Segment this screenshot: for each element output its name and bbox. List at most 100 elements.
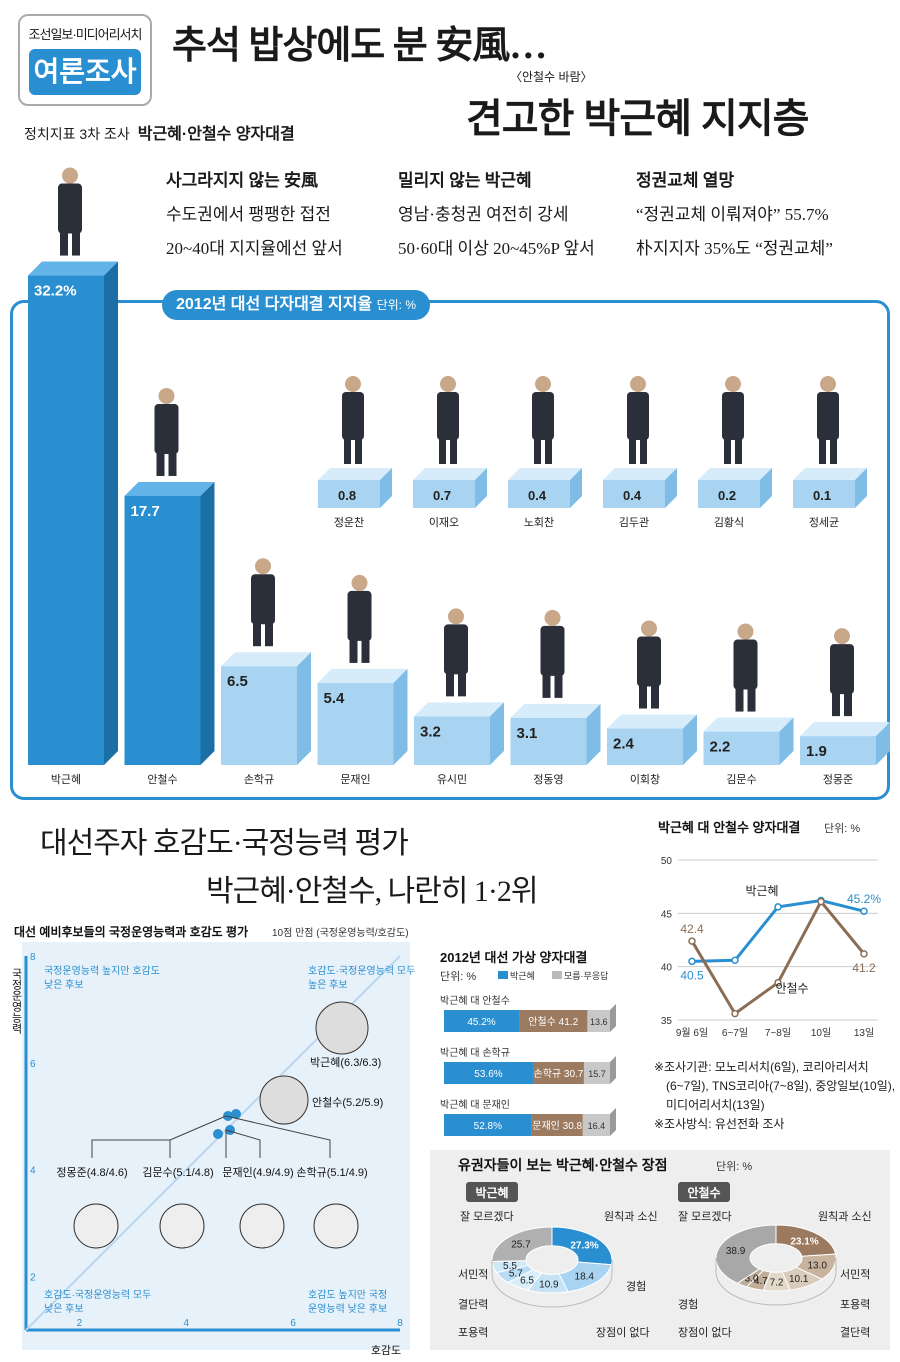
mini-bar-side xyxy=(570,468,582,508)
bar-side xyxy=(297,652,311,765)
quadrant-label: 호감도·국정운영능력 모두 xyxy=(44,1289,151,1301)
mini-bar-side xyxy=(665,468,677,508)
pie-value-label: 23.1% xyxy=(790,1236,818,1247)
person-figure xyxy=(444,624,468,675)
mini-bar xyxy=(413,480,475,508)
bar-segment-label: 15.7 xyxy=(588,1069,606,1079)
poll-subtitle: 박근혜·안철수 양자대결 xyxy=(137,126,295,143)
mini-category-label: 노회찬 xyxy=(524,515,554,529)
data-point xyxy=(213,1129,223,1139)
person-figure xyxy=(733,639,758,690)
mini-bar-top xyxy=(413,468,487,480)
pie-name: 박근혜 xyxy=(475,1185,508,1200)
main-chart-frame xyxy=(10,300,890,800)
point-label: 41.2 xyxy=(852,961,876,975)
person-head xyxy=(255,558,271,575)
pie-category-label: 잘 모르겠다 xyxy=(678,1210,732,1223)
mini-bar xyxy=(698,480,760,508)
category-label: 이회창 xyxy=(630,773,660,786)
summary-head: 사그라지지 않는 安風 xyxy=(166,171,318,190)
bar-segment-other xyxy=(519,1010,588,1032)
pie-unit: 단위: % xyxy=(716,1160,752,1173)
person-leg xyxy=(355,438,362,464)
bar-side xyxy=(200,481,215,765)
data-point xyxy=(731,1009,739,1018)
bar-segment-label: 안철수 41.2 xyxy=(528,1016,578,1028)
mini-category-label: 김황식 xyxy=(714,516,744,529)
x-tick-label: 9월 6일 xyxy=(676,1027,708,1039)
person-head xyxy=(544,609,561,626)
bar-value-label: 5.4 xyxy=(324,690,346,707)
note-line: ※조사기관: 모노리서치(6일), 코리아리서치 xyxy=(654,1060,869,1074)
bar-side xyxy=(104,261,118,765)
bar-side xyxy=(490,702,504,765)
bar-value-label: 3.2 xyxy=(420,723,441,740)
data-point xyxy=(731,956,739,965)
person-head xyxy=(158,387,175,404)
series-name: 안철수 xyxy=(775,982,808,996)
badge-label: 여론조사 xyxy=(29,49,141,95)
y-axis-label: 국정운영능력 xyxy=(10,968,22,1034)
pie-name-tag xyxy=(466,1182,518,1202)
poll-series: 정치지표 3차 조사 xyxy=(24,126,130,142)
mini-bar xyxy=(793,480,855,508)
person-leg xyxy=(446,672,454,697)
pie-value-label: 18.4 xyxy=(575,1272,595,1283)
pie-slice xyxy=(775,1224,837,1257)
mini-bar-side xyxy=(855,468,867,508)
bar xyxy=(124,495,201,765)
quadrant-label: 호감도 높지만 국정 xyxy=(308,1289,387,1301)
person-figure xyxy=(637,636,661,687)
person-leg xyxy=(253,622,261,647)
person-head xyxy=(725,376,741,392)
category-label: 정몽준 xyxy=(823,773,853,786)
portrait xyxy=(159,1203,205,1249)
scatter-title: 대선 예비후보들의 국정운영능력과 호감도 평가 xyxy=(14,924,248,939)
person-head xyxy=(440,376,456,392)
bar-top xyxy=(124,481,215,496)
person-leg xyxy=(545,438,552,464)
series-line xyxy=(690,898,866,1016)
person-leg xyxy=(344,438,351,464)
pie-name: 안철수 xyxy=(687,1185,720,1200)
line-chart: 박근혜 대 안철수 양자대결 단위: % 35 40 45 50 9월 6일 6~7일 7~8일… xyxy=(658,820,881,1039)
bar-value-label: 1.9 xyxy=(806,743,827,760)
pie-category-label: 결단력 xyxy=(840,1326,870,1339)
pie-category-label: 장점이 없다 xyxy=(678,1326,732,1339)
chart-title-text: 2012년 대선 다자대결 지지율 xyxy=(176,296,373,313)
mini-bar-top xyxy=(698,468,772,480)
pie-category-label: 서민적 xyxy=(840,1268,870,1281)
bar xyxy=(28,275,104,765)
x-tick-label: 8 xyxy=(397,1318,403,1329)
mini-bar-top xyxy=(793,468,867,480)
person-figure xyxy=(154,403,179,454)
y-tick-label: 35 xyxy=(661,1016,673,1027)
person-leg xyxy=(349,638,358,663)
bar-value-label: 32.2% xyxy=(34,283,77,300)
mini-bar xyxy=(603,480,665,508)
bar-side xyxy=(683,714,697,765)
bar-segment-label: 문재인 30.8 xyxy=(532,1120,582,1132)
h2h-title: 2012년 대선 가상 양자대결 xyxy=(440,950,587,965)
person-leg xyxy=(639,684,647,709)
mini-bar-top xyxy=(603,468,677,480)
bar-segment-undecided xyxy=(582,1114,610,1136)
person-head xyxy=(641,620,657,637)
category-label: 안철수 xyxy=(147,773,177,786)
person-leg xyxy=(819,438,826,464)
bar-top xyxy=(510,703,601,718)
person-leg xyxy=(735,687,744,712)
bar-segment-label: 16.4 xyxy=(588,1121,606,1131)
person-leg xyxy=(265,622,273,647)
summary-line: 20~40대 지지율에선 앞서 xyxy=(166,239,343,258)
bar-value-label: 2.4 xyxy=(613,736,635,753)
bar-side xyxy=(393,668,408,765)
person-figure xyxy=(540,625,565,676)
pie-category-label: 경험 xyxy=(678,1298,698,1311)
category-label: 김문수 xyxy=(726,773,756,786)
bar xyxy=(800,736,876,765)
summary-line: 영남·충청권 여전히 강세 xyxy=(398,205,569,224)
point-label: 손학규(5.1/4.9) xyxy=(296,1166,367,1179)
bar-value-label: 17.7 xyxy=(131,503,160,520)
pie-title: 유권자들이 보는 박근혜·안철수 장점 xyxy=(458,1157,668,1173)
